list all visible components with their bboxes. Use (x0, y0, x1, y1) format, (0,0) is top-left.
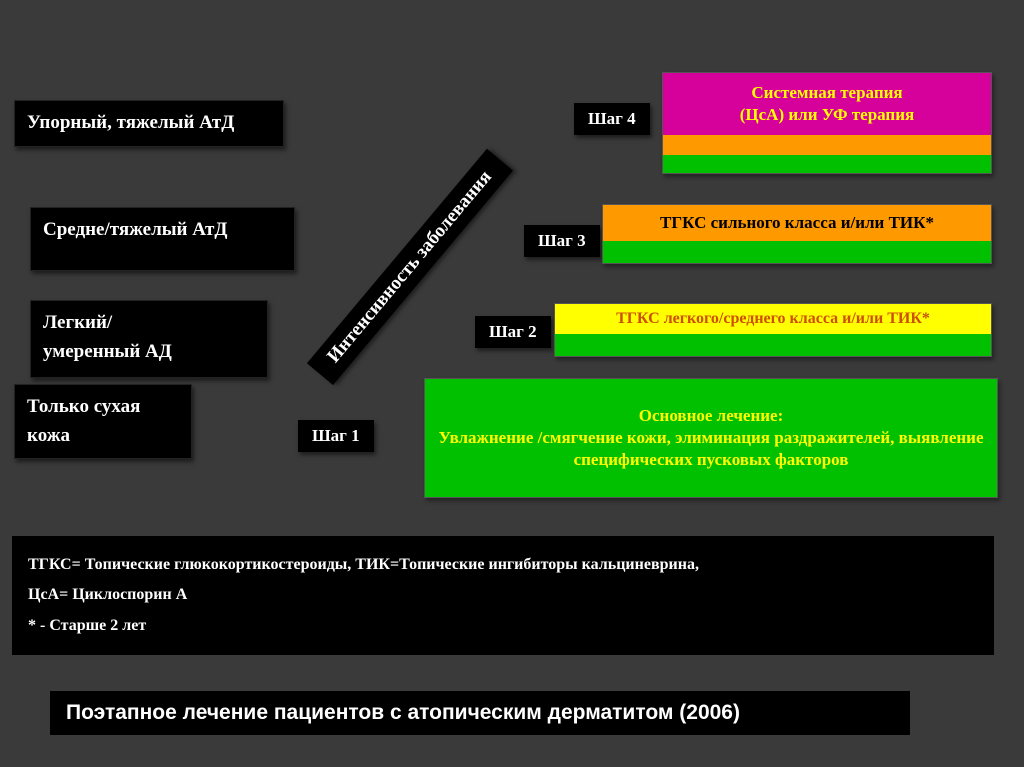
legend-line-1: ЦсА= Циклоспорин А (28, 580, 978, 610)
treatment-stack-step4-layer-1 (663, 135, 991, 155)
treatment-stack-step4-layer-2 (663, 155, 991, 173)
severity-box-2-line-1: умеренный АД (43, 338, 255, 367)
severity-box-3-line-0: Только сухая кожа (27, 393, 179, 450)
slide-title: Поэтапное лечение пациентов с атопически… (50, 691, 910, 735)
legend-line-2: * - Старше 2 лет (28, 611, 978, 641)
severity-box-1: Средне/тяжелый АтД (30, 207, 295, 271)
treatment-stack-step3-layer-0: ТГКС сильного класса и/или ТИК* (603, 205, 991, 241)
treatment-stack-step3: ТГКС сильного класса и/или ТИК* (602, 204, 992, 264)
legend-box: ТГКС= Топические глюкокортикостероиды, Т… (12, 536, 994, 655)
treatment-stack-step1-layer-0: Основное лечение:Увлажнение /смягчение к… (425, 379, 997, 497)
treatment-stack-step2-layer-1 (555, 334, 991, 356)
treatment-stack-step1: Основное лечение:Увлажнение /смягчение к… (424, 378, 998, 498)
severity-box-2-line-0: Легкий/ (43, 309, 255, 338)
step-label-2: Шаг 2 (475, 316, 551, 348)
legend-line-0: ТГКС= Топические глюкокортикостероиды, Т… (28, 550, 978, 580)
step-label-1: Шаг 1 (298, 420, 374, 452)
treatment-stack-step4: Системная терапия(ЦсА) или УФ терапия (662, 72, 992, 174)
treatment-stack-step2-layer-0: ТГКС легкого/среднего класса и/или ТИК* (555, 304, 991, 334)
severity-box-0: Упорный, тяжелый АтД (14, 100, 284, 147)
treatment-stack-step2: ТГКС легкого/среднего класса и/или ТИК* (554, 303, 992, 357)
severity-box-2: Легкий/умеренный АД (30, 300, 268, 378)
treatment-stack-step4-layer-0: Системная терапия(ЦсА) или УФ терапия (663, 73, 991, 135)
severity-box-0-line-0: Упорный, тяжелый АтД (27, 109, 271, 138)
intensity-diagonal-label: Интенсивность заболевания (307, 149, 513, 385)
severity-box-1-line-0: Средне/тяжелый АтД (43, 216, 282, 245)
severity-box-3: Только сухая кожа (14, 384, 192, 459)
step-label-4: Шаг 4 (574, 103, 650, 135)
treatment-stack-step3-layer-1 (603, 241, 991, 263)
step-label-3: Шаг 3 (524, 225, 600, 257)
